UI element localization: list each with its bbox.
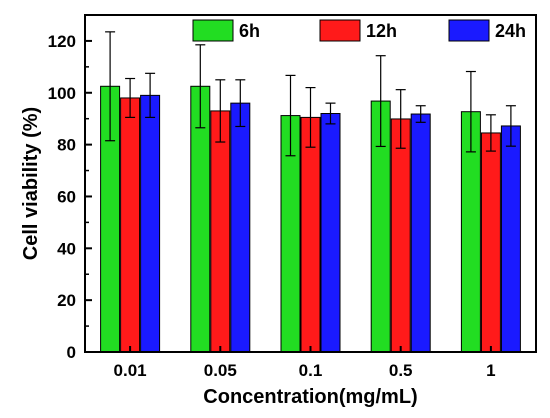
error-bar-12h-0.05	[215, 79, 226, 143]
x-axis-title: Concentration(mg/mL)	[203, 386, 417, 408]
error-bar-24h-1	[505, 105, 516, 147]
bar-12h-0.1	[300, 116, 321, 353]
y-tick-label: 40	[57, 239, 76, 258]
bar-12h-1	[480, 132, 501, 353]
legend-swatch	[448, 19, 490, 42]
legend-item-24h: 24h	[448, 19, 526, 42]
bar-12h-0.5	[390, 118, 411, 353]
error-bar-12h-1	[485, 114, 496, 152]
error-bar-12h-0.01	[125, 77, 136, 118]
error-bar-24h-0.01	[145, 72, 156, 118]
bars-layer	[100, 85, 521, 353]
y-tick-label: 60	[57, 187, 76, 206]
x-tick-label: 0.5	[389, 361, 413, 380]
y-tick-label: 0	[67, 343, 76, 362]
bar-24h-0.05	[230, 102, 251, 353]
legend-item-6h: 6h	[192, 19, 260, 42]
y-tick-label: 80	[57, 136, 76, 155]
legend-label: 6h	[239, 21, 260, 41]
y-tick-label: 20	[57, 291, 76, 310]
legend: 6h 12h 24h	[192, 19, 526, 42]
bar-12h-0.01	[120, 97, 141, 353]
bar-24h-0.1	[320, 113, 341, 353]
error-bar-12h-0.5	[395, 89, 406, 149]
y-axis-title: Cell viability (%)	[20, 107, 42, 260]
error-bar-12h-0.1	[305, 86, 316, 148]
error-bar-24h-0.5	[415, 105, 426, 123]
error-bar-24h-0.05	[235, 79, 246, 128]
error-bar-6h-0.5	[375, 55, 386, 148]
x-tick-label: 0.01	[114, 361, 147, 380]
legend-swatch	[319, 19, 361, 42]
legend-label: 12h	[366, 21, 397, 41]
error-bar-6h-1	[465, 70, 476, 153]
legend-label: 24h	[495, 21, 526, 41]
bar-12h-0.05	[210, 110, 231, 353]
error-bar-24h-0.1	[325, 102, 336, 125]
x-tick-label: 1	[486, 361, 495, 380]
error-bar-6h-0.1	[285, 74, 296, 157]
error-bars-layer	[105, 31, 516, 157]
x-tick-label: 0.05	[204, 361, 237, 380]
y-tick-label: 120	[48, 32, 76, 51]
bar-24h-0.01	[140, 94, 161, 353]
legend-swatch	[192, 19, 234, 42]
x-tick-label: 0.1	[299, 361, 323, 380]
y-tick-label: 100	[48, 84, 76, 103]
bar-24h-1	[500, 125, 521, 353]
error-bar-6h-0.01	[105, 31, 116, 142]
ticks-layer: 0.01 0.05 0.1 0.5 1 0 20 40 60 80 100 120	[48, 32, 496, 380]
bar-24h-0.5	[410, 113, 431, 353]
legend-item-12h: 12h	[319, 19, 397, 42]
error-bar-6h-0.05	[195, 44, 206, 129]
